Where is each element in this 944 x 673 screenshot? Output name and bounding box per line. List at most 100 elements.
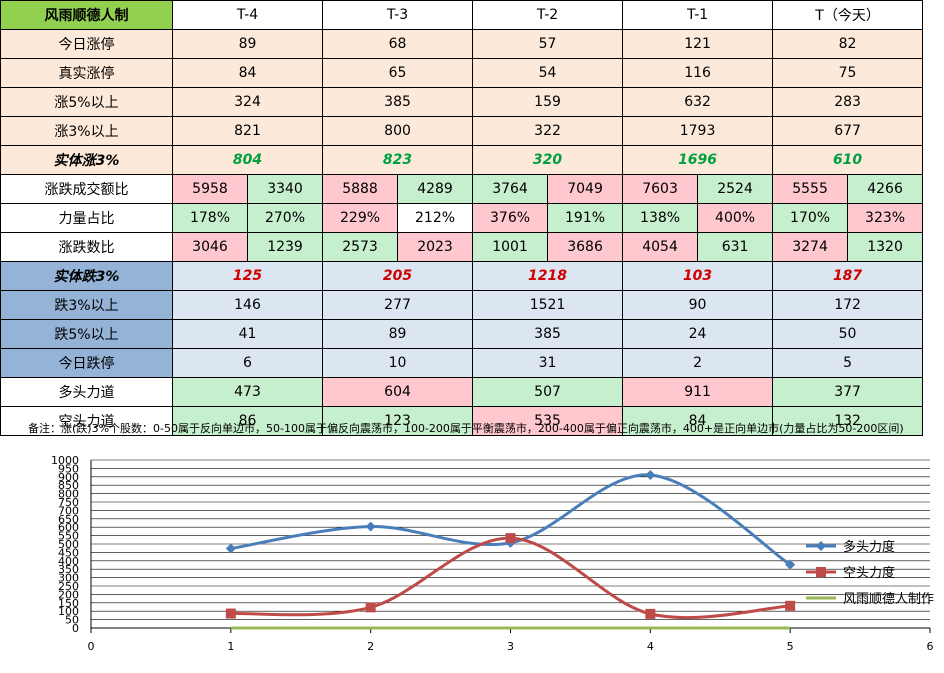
table-cell: 90: [622, 290, 774, 320]
table-cell: 50: [772, 319, 924, 349]
table-cell: 610: [772, 145, 924, 175]
header-cell: T-4: [171, 0, 324, 30]
table-cell: 229%: [322, 203, 399, 233]
table-row: 今日跌停 6 10 31 2 5: [0, 348, 924, 378]
legend-label: 风雨顺德人制作: [843, 592, 934, 607]
table-cell: 5888: [322, 174, 399, 204]
table-cell: 24: [622, 319, 774, 349]
table-cell: 377: [772, 377, 924, 407]
y-tick-label: 900: [58, 471, 79, 484]
table-cell: 385: [322, 87, 474, 117]
table-cell: 187: [772, 261, 924, 291]
corner-title-cell: 风雨顺德人制: [0, 0, 173, 30]
row-label: 真实涨停: [0, 58, 173, 88]
note-text: 备注：涨(跌)3%个股数：0-50属于反向单边市，50-100属于偏反向震荡市，…: [28, 422, 904, 435]
legend-label: 多头力度: [843, 539, 895, 555]
y-tick-label: 200: [58, 588, 79, 601]
row-label: 实体涨3%: [0, 145, 173, 175]
table-cell: 146: [171, 290, 324, 320]
table-cell: 911: [622, 377, 774, 407]
x-tick-label: 2: [367, 640, 374, 653]
y-tick-label: 450: [58, 546, 79, 559]
x-tick-label: 5: [787, 640, 794, 653]
table-cell: 507: [472, 377, 624, 407]
data-point: [365, 602, 376, 613]
legend-marker: [816, 567, 826, 577]
y-tick-label: 1000: [51, 454, 79, 467]
table-row: 实体涨3% 804 823 320 1696 610: [0, 145, 924, 175]
row-label: 力量占比: [0, 203, 173, 233]
data-point: [505, 533, 516, 544]
table-row: 空头力道 86 123 535 84 132: [0, 406, 924, 436]
table-row: 涨3%以上 821 800 322 1793 677: [0, 116, 924, 146]
table-cell: 400%: [697, 203, 774, 233]
table-cell: 132: [772, 406, 924, 436]
legend-marker: [816, 541, 826, 551]
table-cell: 125: [171, 261, 324, 291]
table-cell: 2524: [697, 174, 774, 204]
table-cell: 323%: [847, 203, 924, 233]
table-cell: 116: [622, 58, 774, 88]
table-cell: 4289: [397, 174, 474, 204]
chart-series: [225, 469, 796, 630]
table-cell: 84: [622, 406, 774, 436]
table-cell: 277: [322, 290, 474, 320]
line-chart: 0501001502002503003504004505005506006507…: [51, 454, 934, 653]
table-cell: 385: [472, 319, 624, 349]
data-point: [785, 559, 796, 570]
table-cell: 283: [772, 87, 924, 117]
header-cell: T（今天）: [772, 0, 924, 30]
y-tick-label: 600: [58, 521, 79, 534]
y-tick-label: 50: [65, 614, 79, 627]
table-cell: 205: [322, 261, 474, 291]
table-cell: 191%: [547, 203, 624, 233]
series-line: [230, 473, 791, 566]
table-cell: 89: [322, 319, 474, 349]
table-cell: 1320: [847, 232, 924, 262]
table-cell: 7603: [622, 174, 699, 204]
row-label: 空头力道: [0, 406, 173, 436]
table-cell: 823: [322, 145, 474, 175]
row-label: 多头力道: [0, 377, 173, 407]
x-tick-label: 1: [227, 640, 234, 653]
table-cell: 3340: [246, 174, 324, 204]
table-cell: 68: [322, 29, 474, 59]
x-tick-label: 6: [927, 640, 934, 653]
table-cell: 1239: [246, 232, 324, 262]
table-cell: 65: [322, 58, 474, 88]
data-point: [785, 600, 796, 611]
table-cell: 212%: [397, 203, 474, 233]
y-tick-label: 500: [58, 538, 79, 551]
y-tick-label: 100: [58, 605, 79, 618]
market-stats-table: 风雨顺德人制 T-4 T-3 T-2 T-1 T（今天） 今日涨停 89 68 57 121 82 真实…: [0, 0, 924, 436]
y-tick-label: 850: [58, 479, 79, 492]
row-label: 涨3%以上: [0, 116, 173, 146]
row-label: 今日跌停: [0, 348, 173, 378]
table-cell: 6: [171, 348, 324, 378]
table-cell: 800: [322, 116, 474, 146]
table-cell: 5555: [772, 174, 849, 204]
header-row: 风雨顺德人制 T-4 T-3 T-2 T-1 T（今天）: [0, 0, 924, 30]
table-row: 今日涨停 89 68 57 121 82: [0, 29, 924, 59]
row-label: 涨5%以上: [0, 87, 173, 117]
header-cell: T-3: [322, 0, 474, 30]
table-cell: 473: [171, 377, 324, 407]
header-cell: T-2: [472, 0, 624, 30]
table-cell: 632: [622, 87, 774, 117]
row-label: 实体跌3%: [0, 261, 173, 291]
y-tick-label: 0: [72, 622, 79, 635]
table-cell: 7049: [547, 174, 624, 204]
table-row: 真实涨停 84 65 54 116 75: [0, 58, 924, 88]
table-cell: 103: [622, 261, 774, 291]
table-cell: 1696: [622, 145, 774, 175]
table-row: 涨跌数比 3046 1239 2573 2023 1001 3686 4054 631 3274 1…: [0, 232, 924, 262]
table-cell: 41: [171, 319, 324, 349]
table-cell: 1218: [472, 261, 624, 291]
table-cell: 1793: [622, 116, 774, 146]
y-tick-label: 950: [58, 462, 79, 475]
y-tick-label: 250: [58, 580, 79, 593]
table-cell: 270%: [246, 203, 324, 233]
table-cell: 123: [322, 406, 474, 436]
y-tick-label: 150: [58, 597, 79, 610]
